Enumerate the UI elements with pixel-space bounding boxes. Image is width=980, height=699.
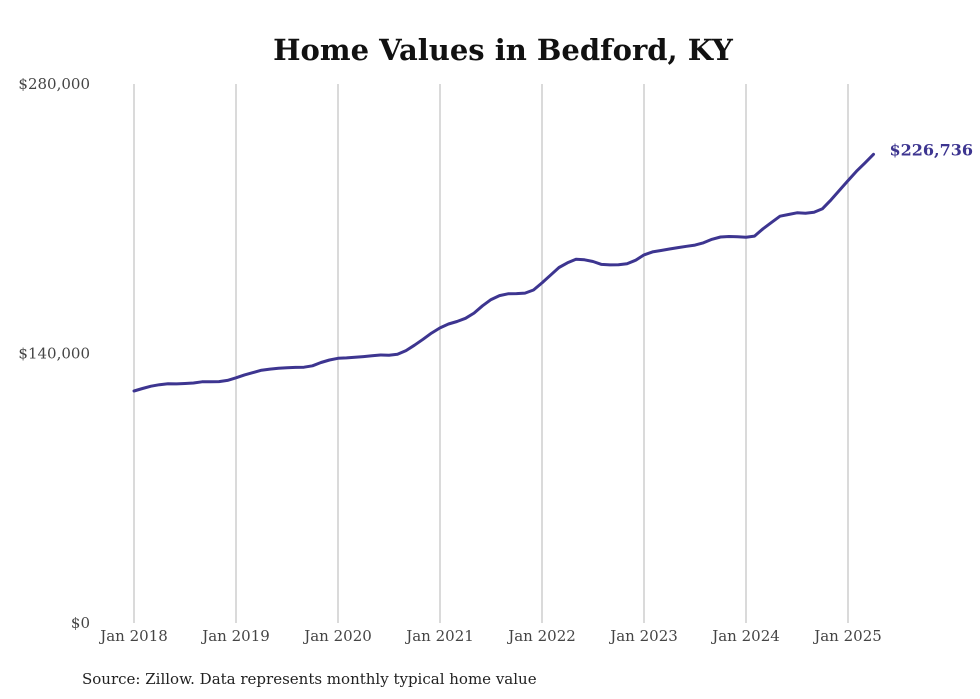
x-axis-ticks: Jan 2018 Jan 2019 Jan 2020 Jan 2021 Jan 2022… [98,627,882,645]
x-tick-label: Jan 2025 [812,627,882,645]
x-tick-label: Jan 2022 [506,627,576,645]
x-tick-label: Jan 2023 [608,627,678,645]
grid-lines [133,84,849,623]
x-tick-label: Jan 2024 [710,627,780,645]
chart-title: Home Values in Bedford, KY [273,33,733,67]
x-tick-label: Jan 2019 [200,627,270,645]
x-tick-label: Jan 2018 [98,627,168,645]
y-tick-label: $140,000 [18,345,90,363]
y-axis-ticks: $0 $140,000 $280,000 [18,75,90,632]
y-tick-label: $0 [71,614,90,632]
latest-value-label: $226,736 [890,140,974,159]
x-tick-label: Jan 2020 [302,627,372,645]
home-value-series-line [132,152,875,393]
y-tick-label: $280,000 [18,75,90,93]
x-tick-label: Jan 2021 [404,627,474,645]
source-note: Source: Zillow. Data represents monthly … [82,670,537,688]
